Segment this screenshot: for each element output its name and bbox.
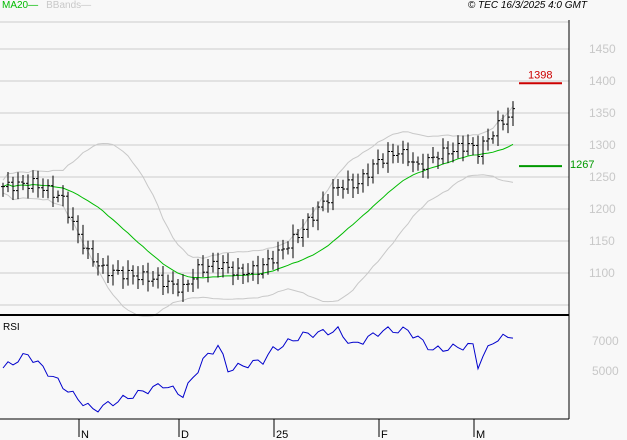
copyright: © TEC 16/3/2025 4:0 GMT <box>467 0 587 11</box>
x-tick-label: M <box>476 429 485 440</box>
legend-bbands: BBands— <box>46 0 92 11</box>
x-tick-label: F <box>381 429 388 440</box>
price-tick-label: 1200 <box>589 202 616 216</box>
bband-upper <box>2 105 514 259</box>
rsi-tick-label: 7000 <box>592 334 619 348</box>
price-tick-label: 1400 <box>589 74 616 88</box>
price-tick-label: 1250 <box>589 170 616 184</box>
legend-ma20: MA20— <box>2 0 39 11</box>
price-tick-label: 1450 <box>589 42 616 56</box>
x-tick-label: 25 <box>276 429 288 440</box>
legend-bbands-label: BBands <box>46 0 82 11</box>
price-tick-label: 1350 <box>589 106 616 120</box>
price-tick-label: 1300 <box>589 138 616 152</box>
price-tick-label: 1150 <box>589 234 615 248</box>
rsi-tick-label: 5000 <box>592 364 619 378</box>
resistance-label: 1398 <box>528 69 552 81</box>
x-tick-label: D <box>181 429 189 440</box>
rsi-label: RSI <box>3 322 20 333</box>
rsi-line <box>2 325 514 413</box>
x-tick-label: N <box>81 429 89 440</box>
legend: MA20— BBands— <box>2 0 91 11</box>
support-label: 1267 <box>570 159 594 171</box>
legend-ma20-label: MA20 <box>2 0 29 11</box>
price-tick-label: 1100 <box>589 266 615 280</box>
